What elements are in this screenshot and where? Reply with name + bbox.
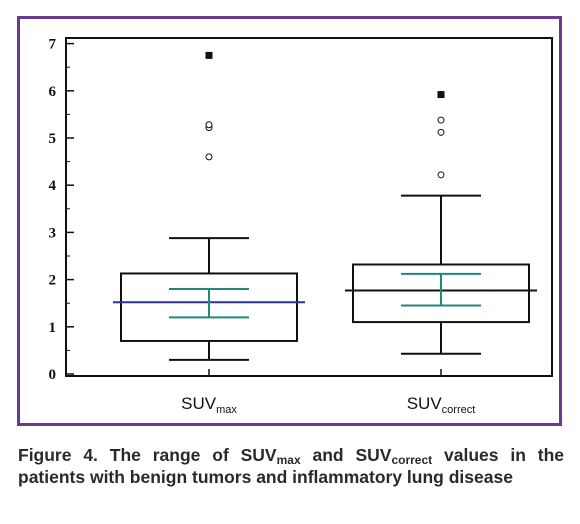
y-tick-label: 4 <box>49 178 57 194</box>
y-tick-label: 0 <box>49 367 57 383</box>
y-tick-label: 5 <box>49 131 57 147</box>
caption-text-1: Figure 4. The range of <box>18 445 241 465</box>
x-category-label: SUVcorrect <box>407 394 476 416</box>
caption-suv-correct: SUVcorrect <box>355 445 433 467</box>
caption-text-3: values in the patients with benign tumor… <box>18 445 564 487</box>
outlier-point <box>205 121 213 129</box>
y-tick-label: 3 <box>49 225 57 241</box>
y-tick-label: 1 <box>49 320 57 336</box>
plot-area <box>65 37 553 377</box>
chart-frame: 0 1 2 3 4 5 6 7 SUVmax SUVcorrect <box>17 16 562 426</box>
x-axis: SUVmax SUVcorrect <box>181 369 475 416</box>
outlier-point <box>205 153 213 161</box>
y-tick-label: 2 <box>49 273 57 289</box>
caption-suv-max: SUVmax <box>240 445 301 467</box>
outlier-point <box>437 128 445 136</box>
boxes <box>113 51 537 361</box>
iqr-box <box>352 263 530 324</box>
far-outlier-point <box>205 51 213 59</box>
y-axis: 0 1 2 3 4 5 6 7 <box>49 37 74 383</box>
iqr-box <box>120 272 298 342</box>
y-tick-label: 6 <box>49 84 57 100</box>
x-category-label: SUVmax <box>181 394 237 416</box>
box-plot-chart: 0 1 2 3 4 5 6 7 SUVmax SUVcorrect <box>49 37 553 416</box>
figure-caption: Figure 4. The range of SUVmax and SUVcor… <box>18 444 564 488</box>
y-tick-label: 7 <box>49 37 57 53</box>
box-group <box>345 91 537 355</box>
far-outlier-point <box>437 91 445 99</box>
outlier-point <box>437 116 445 124</box>
caption-text-2: and <box>300 445 356 465</box>
box-group <box>113 51 305 361</box>
outlier-point <box>437 171 445 179</box>
